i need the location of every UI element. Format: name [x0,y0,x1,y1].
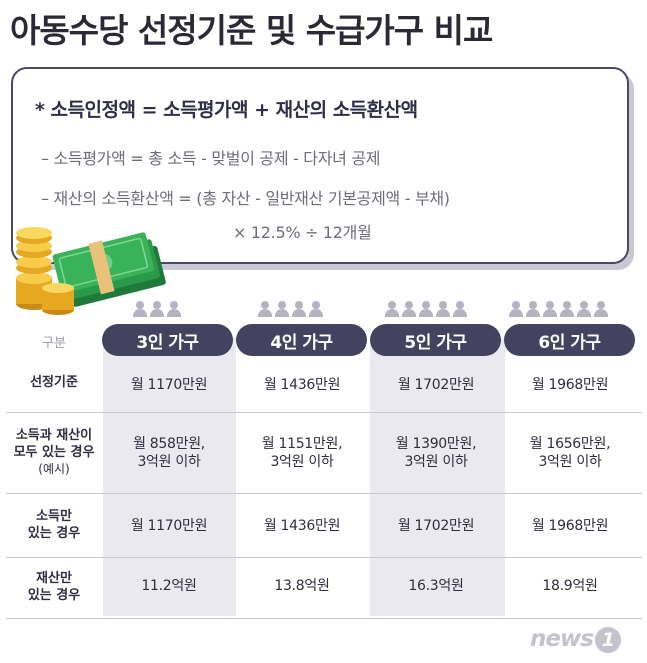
cell-text: 월 1151만원, [261,436,343,452]
person-icon [560,301,574,317]
cell-text: 월 1170만원 [130,518,208,534]
cell-text: 월 1436만원 [263,518,341,534]
person-icon [292,301,306,317]
table-cell: 월 1968만원 [504,376,636,394]
row-divider [6,618,642,619]
table-cell: 월 1390만원, 3억원 이하 [370,435,502,471]
person-icon [167,301,181,317]
table-cell: 월 1436만원 [236,517,368,535]
cell-text: 월 1170만원 [130,377,208,393]
person-icon [419,301,433,317]
person-icon [150,301,164,317]
formula-line-income: – 소득평가액 = 총 소득 - 맞벌이 공제 - 다자녀 공제 [41,149,381,168]
person-icon [543,301,557,317]
cell-text: 3억원 이하 [270,454,334,470]
table-cell: 월 858만원, 3억원 이하 [103,435,235,471]
column-header-3: 3인 가구 [102,324,233,356]
row-label-criteria: 선정기준 [6,374,102,391]
table-cell: 월 1968만원 [504,517,636,535]
cell-text: 3억원 이하 [137,454,201,470]
table-cell: 월 1170만원 [103,517,235,535]
logo-text: news [530,626,594,652]
table-cell: 18.9억원 [504,577,636,595]
table-cell: 월 1656만원, 3억원 이하 [504,435,636,471]
person-icon [133,301,147,317]
row-label-line: 모두 있는 경우 [13,445,95,460]
logo-mark: 1 [594,627,621,653]
row-label-line: 재산만 [36,571,72,586]
cell-text: 월 1968만원 [531,518,609,534]
cell-text: 월 1436만원 [263,377,341,393]
row-label-sub: (예시) [38,462,70,476]
formula-line-asset-rate: × 12.5% ÷ 12개월 [233,223,372,242]
table-cell: 16.3억원 [370,577,502,595]
household-icon-3 [133,301,181,317]
cell-text: 13.8억원 [274,578,330,594]
column-header-5: 5인 가구 [370,324,501,356]
person-icon [509,301,523,317]
cell-text: 월 1968만원 [531,377,609,393]
row-label-line: 있는 경우 [27,526,81,541]
household-icon-4 [258,301,323,317]
cell-text: 월 1702만원 [397,518,475,534]
table-cell: 13.8억원 [236,577,368,595]
person-icon [385,301,399,317]
row-label-income-only: 소득만 있는 경우 [6,508,102,542]
person-icon [453,301,467,317]
row-label-asset-only: 재산만 있는 경우 [6,570,102,604]
household-icon-5 [385,301,467,317]
money-illustration [16,227,166,315]
person-icon [594,301,608,317]
cell-text: 3억원 이하 [404,454,468,470]
table-cell: 월 1702만원 [370,517,502,535]
row-label-income-and-asset: 소득과 재산이 모두 있는 경우 (예시) [6,427,102,478]
household-icon-6 [509,301,608,317]
person-icon [258,301,272,317]
row-label-line: 있는 경우 [27,588,81,603]
news1-logo: news 1 [530,626,621,653]
cell-text: 월 1390만원, [395,436,477,452]
table-cell: 11.2억원 [103,577,235,595]
column-shade-3 [103,338,236,616]
table-header-label: 구분 [42,336,66,351]
person-icon [275,301,289,317]
column-header-4: 4인 가구 [236,324,367,356]
row-label-line: 선정기준 [30,375,78,390]
person-icon [526,301,540,317]
cell-text: 16.3억원 [408,578,464,594]
row-divider [6,557,642,558]
table-cell: 월 1170만원 [103,376,235,394]
cell-text: 11.2억원 [141,578,197,594]
column-header-6: 6인 가구 [504,324,635,356]
table-cell: 월 1702만원 [370,376,502,394]
row-divider [6,412,642,413]
cell-text: 월 1702만원 [397,377,475,393]
cell-text: 18.9억원 [542,578,598,594]
row-label-line: 소득만 [36,509,72,524]
row-label-line: 소득과 재산이 [15,428,93,443]
person-icon [309,301,323,317]
formula-line-asset: – 재산의 소득환산액 = (총 자산 - 일반재산 기본공제액 - 부채) [41,189,450,208]
person-icon [402,301,416,317]
page-title: 아동수당 선정기준 및 수급가구 비교 [10,11,493,50]
table-cell: 월 1436만원 [236,376,368,394]
person-icon [577,301,591,317]
person-icon [436,301,450,317]
cell-text: 월 1656만원, [529,436,611,452]
formula-box: * 소득인정액 = 소득평가액 + 재산의 소득환산액 – 소득평가액 = 총 … [11,67,629,264]
cell-text: 월 858만원, [133,436,205,452]
formula-main: * 소득인정액 = 소득평가액 + 재산의 소득환산액 [35,99,418,121]
table-cell: 월 1151만원, 3억원 이하 [236,435,368,471]
row-divider [6,493,642,494]
cell-text: 3억원 이하 [538,454,602,470]
column-shade-5 [370,338,505,616]
